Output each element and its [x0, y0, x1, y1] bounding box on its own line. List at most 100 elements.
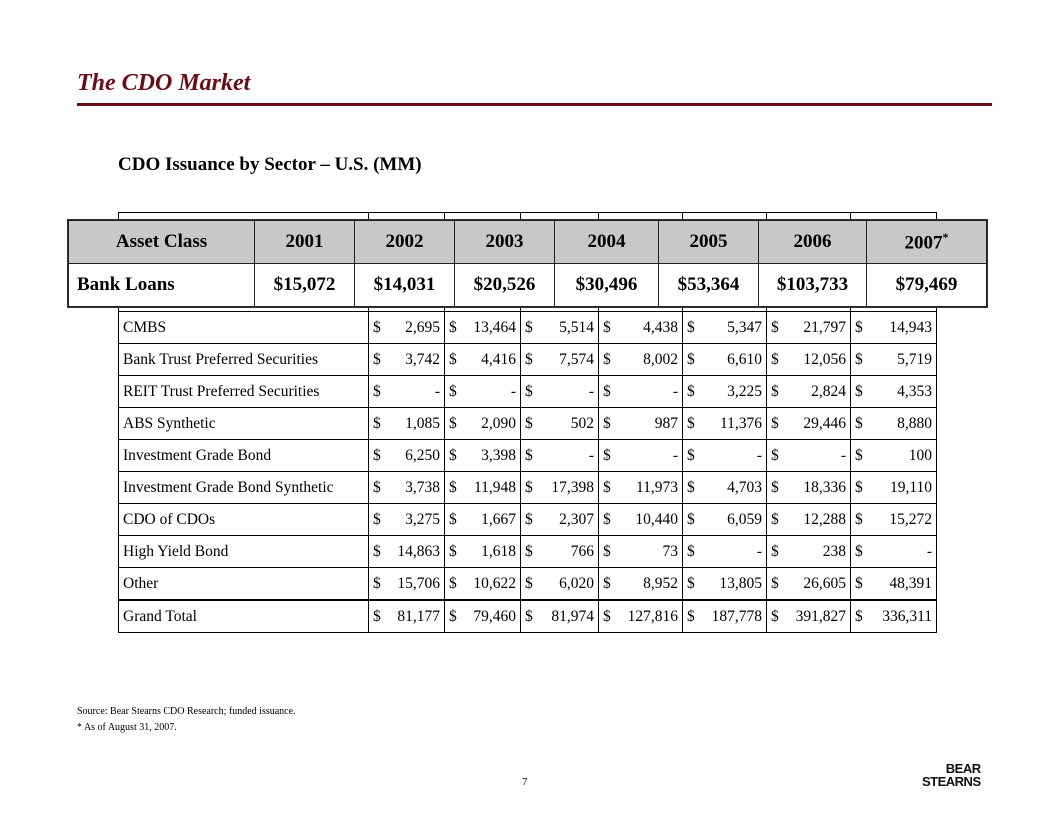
amount: 81,177: [397, 607, 440, 625]
amount: 13,464: [473, 318, 516, 336]
row-value: $15,072: [254, 263, 355, 307]
value-cell: $766: [520, 535, 599, 568]
table-row: CDO of CDOs $3,275 $1,667 $2,307 $10,440 $6,0…: [118, 503, 937, 536]
currency-symbol: $: [373, 414, 381, 432]
currency-symbol: $: [603, 542, 611, 560]
value-cell: $3,398: [444, 439, 521, 472]
currency-symbol: $: [603, 574, 611, 592]
currency-symbol: $: [373, 607, 381, 625]
amount: 502: [570, 414, 594, 432]
value-cell: $1,085: [368, 407, 445, 440]
amount: 8,952: [643, 574, 678, 592]
currency-symbol: $: [603, 478, 611, 496]
amount: 100: [908, 446, 932, 464]
currency-symbol: $: [771, 318, 779, 336]
table-row: Other $15,706 $10,622 $6,020 $8,952 $13,805 $2…: [118, 567, 937, 601]
currency-symbol: $: [855, 382, 863, 400]
value-cell: $6,059: [682, 503, 767, 536]
currency-symbol: $: [687, 350, 695, 368]
header-year: 2001: [254, 220, 355, 264]
amount: 15,706: [397, 574, 440, 592]
amount: 8,002: [643, 350, 678, 368]
currency-symbol: $: [449, 510, 457, 528]
value-cell: $48,391: [850, 567, 937, 601]
currency-symbol: $: [855, 350, 863, 368]
value-cell: $14,863: [368, 535, 445, 568]
currency-symbol: $: [687, 607, 695, 625]
table-row: ABS Synthetic $1,085 $2,090 $502 $987 $11,376…: [118, 407, 937, 440]
value-cell: $8,952: [598, 567, 683, 601]
currency-symbol: $: [687, 318, 695, 336]
amount: 7,574: [559, 350, 594, 368]
value-cell: $ -: [368, 375, 445, 408]
row-value: $14,031: [354, 263, 455, 307]
value-cell: $15,706: [368, 567, 445, 601]
value-cell: $3,225: [682, 375, 767, 408]
amount: 26,605: [803, 574, 846, 592]
currency-symbol: $: [771, 414, 779, 432]
currency-symbol: $: [771, 478, 779, 496]
amount: 187,778: [711, 607, 762, 625]
currency-symbol: $: [525, 510, 533, 528]
value-cell: $11,973: [598, 471, 683, 504]
amount: 10,622: [473, 574, 516, 592]
amount: -: [756, 446, 762, 464]
currency-symbol: $: [525, 607, 533, 625]
table-subtitle: CDO Issuance by Sector – U.S. (MM): [118, 154, 422, 175]
amount: 2,824: [811, 382, 846, 400]
currency-symbol: $: [771, 350, 779, 368]
value-cell: $100: [850, 439, 937, 472]
source-footnote: Source: Bear Stearns CDO Research; funde…: [77, 706, 296, 717]
currency-symbol: $: [449, 382, 457, 400]
logo-line: BEAR: [945, 761, 981, 776]
currency-symbol: $: [687, 478, 695, 496]
currency-symbol: $: [449, 446, 457, 464]
value-cell: $3,742: [368, 343, 445, 376]
value-cell: $2,307: [520, 503, 599, 536]
amount: 14,863: [397, 542, 440, 560]
currency-symbol: $: [525, 414, 533, 432]
value-cell: $11,376: [682, 407, 767, 440]
value-cell: $ -: [598, 375, 683, 408]
amount: 3,275: [405, 510, 440, 528]
currency-symbol: $: [603, 414, 611, 432]
value-cell: $2,695: [368, 311, 445, 344]
value-cell: $336,311: [850, 599, 937, 633]
amount: -: [510, 382, 516, 400]
header-year: 2006: [758, 220, 867, 264]
currency-symbol: $: [373, 318, 381, 336]
currency-symbol: $: [855, 318, 863, 336]
row-label: Other: [118, 567, 369, 601]
row-label: Bank Trust Preferred Securities: [118, 343, 369, 376]
bank-loans-overlay-table: Asset Class 2001 2002 2003 2004 2005 200…: [68, 220, 987, 307]
currency-symbol: $: [525, 350, 533, 368]
amount: -: [672, 446, 678, 464]
value-cell: $6,610: [682, 343, 767, 376]
value-cell: $4,703: [682, 471, 767, 504]
currency-symbol: $: [373, 542, 381, 560]
header-year: 2004: [554, 220, 659, 264]
amount: 3,738: [405, 478, 440, 496]
amount: 4,416: [481, 350, 516, 368]
currency-symbol: $: [373, 478, 381, 496]
value-cell: $238: [766, 535, 851, 568]
currency-symbol: $: [525, 574, 533, 592]
row-label: Bank Loans: [68, 263, 255, 307]
amount: 766: [570, 542, 594, 560]
currency-symbol: $: [603, 607, 611, 625]
row-value: $20,526: [454, 263, 555, 307]
value-cell: $1,618: [444, 535, 521, 568]
overlay-bank-loans-row: Bank Loans $15,072 $14,031 $20,526 $30,4…: [68, 263, 987, 307]
value-cell: $7,574: [520, 343, 599, 376]
currency-symbol: $: [603, 318, 611, 336]
currency-symbol: $: [771, 542, 779, 560]
amount: -: [672, 382, 678, 400]
value-cell: $ -: [444, 375, 521, 408]
row-label: Investment Grade Bond Synthetic: [118, 471, 369, 504]
amount: 2,307: [559, 510, 594, 528]
value-cell: $4,353: [850, 375, 937, 408]
amount: 29,446: [803, 414, 846, 432]
amount: 4,353: [897, 382, 932, 400]
value-cell: $18,336: [766, 471, 851, 504]
amount: 13,805: [719, 574, 762, 592]
